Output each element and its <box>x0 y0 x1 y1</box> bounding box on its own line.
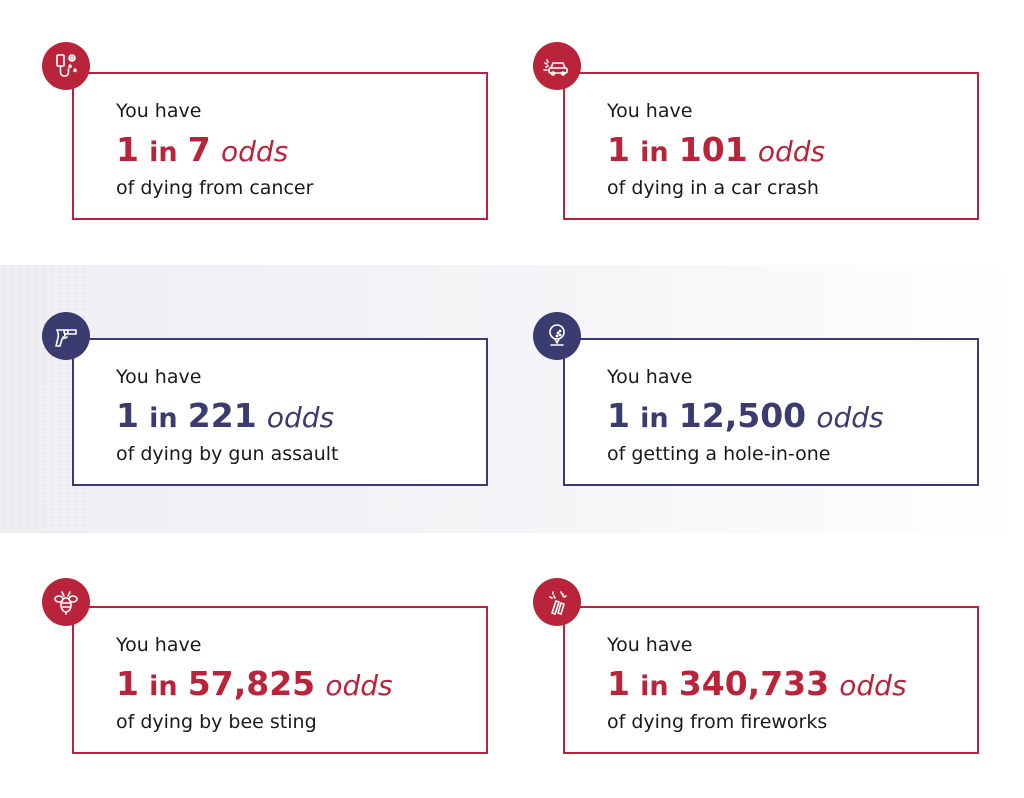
card-intro: You have <box>116 366 202 388</box>
card-outro: of dying by gun assault <box>116 443 339 465</box>
odds-value: 1 in 340,733 odds <box>607 664 907 703</box>
card-outro: of dying by bee sting <box>116 711 317 733</box>
card-intro: You have <box>116 100 202 122</box>
odds-value: 1 in 57,825 odds <box>116 664 393 703</box>
card-outro: of getting a hole-in-one <box>607 443 831 465</box>
odds-card-bee-sting: You have 1 in 57,825 odds of dying by be… <box>72 606 488 754</box>
odds-card-car-crash: You have 1 in 101 odds of dying in a car… <box>563 72 979 220</box>
card-intro: You have <box>607 366 693 388</box>
card-outro: of dying from cancer <box>116 177 314 199</box>
bee-icon <box>42 578 90 626</box>
card-outro: of dying from fireworks <box>607 711 828 733</box>
odds-value: 1 in 7 odds <box>116 130 289 169</box>
odds-card-cancer: You have 1 in 7 odds of dying from cance… <box>72 72 488 220</box>
iv-drip-icon <box>42 42 90 90</box>
odds-value: 1 in 101 odds <box>607 130 826 169</box>
odds-value: 1 in 221 odds <box>116 396 335 435</box>
odds-card-hole-in-one: You have 1 in 12,500 odds of getting a h… <box>563 338 979 486</box>
card-intro: You have <box>607 100 693 122</box>
golf-ball-icon <box>533 312 581 360</box>
car-crash-icon <box>533 42 581 90</box>
odds-card-fireworks: You have 1 in 340,733 odds of dying from… <box>563 606 979 754</box>
card-intro: You have <box>116 634 202 656</box>
odds-value: 1 in 12,500 odds <box>607 396 884 435</box>
revolver-icon <box>42 312 90 360</box>
fireworks-icon <box>533 578 581 626</box>
odds-card-gun-assault: You have 1 in 221 odds of dying by gun a… <box>72 338 488 486</box>
card-intro: You have <box>607 634 693 656</box>
card-outro: of dying in a car crash <box>607 177 819 199</box>
